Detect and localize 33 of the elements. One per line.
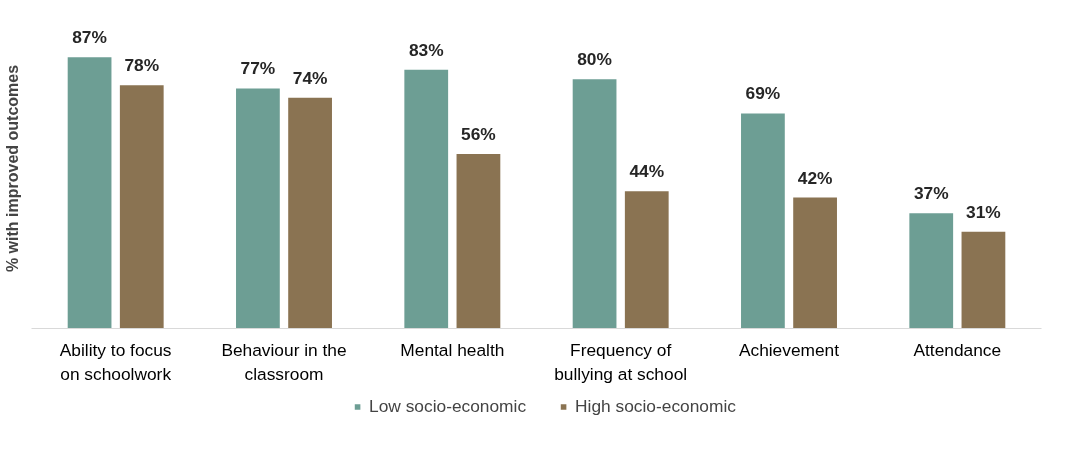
data-label: 80%	[577, 49, 612, 70]
x-tick-label: Mental health	[400, 339, 505, 360]
x-tick-label: Achievement	[738, 339, 840, 360]
data-label: 69%	[745, 83, 781, 104]
bar	[288, 97, 332, 329]
bar	[793, 197, 837, 329]
data-label: 56%	[461, 123, 496, 144]
bar	[236, 88, 280, 329]
x-tick-label: Frequency of bullying at school	[554, 339, 688, 384]
data-label: 44%	[629, 161, 665, 182]
bar	[67, 57, 112, 329]
bar	[119, 85, 164, 329]
bar	[741, 113, 785, 329]
bar	[624, 191, 669, 329]
data-label: 37%	[913, 183, 949, 204]
data-label: 78%	[124, 55, 160, 76]
y-axis-title: % with improved outcomes	[3, 64, 21, 273]
x-tick-label: Attendance	[913, 339, 1002, 360]
bar	[572, 79, 617, 329]
data-label: 31%	[966, 201, 1001, 222]
x-tick-label: Behaviour in the classroom	[221, 339, 347, 384]
data-label: 42%	[797, 167, 833, 188]
data-label: 77%	[240, 58, 276, 79]
legend-label: High socio-economic	[575, 395, 736, 417]
bar	[404, 69, 449, 329]
bar	[909, 213, 954, 329]
legend-label: Low socio-economic	[369, 395, 527, 417]
data-label: 87%	[72, 27, 107, 48]
data-label: 83%	[408, 39, 444, 60]
bar	[961, 231, 1006, 329]
bar	[456, 153, 501, 329]
x-tick-label: Ability to focus on schoolwork	[59, 339, 172, 384]
data-label: 74%	[292, 67, 328, 88]
